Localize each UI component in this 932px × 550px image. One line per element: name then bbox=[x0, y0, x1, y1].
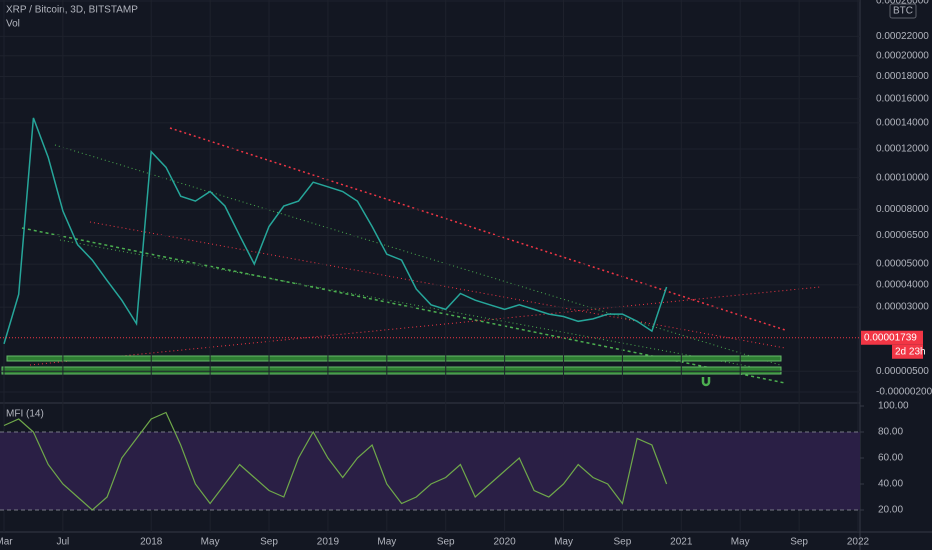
y-tick-label: 0.00016000 bbox=[876, 93, 929, 104]
mfi-tick-label: 80.00 bbox=[878, 427, 903, 438]
x-tick-label: May bbox=[377, 537, 396, 548]
y-tick-label: 0.00003000 bbox=[876, 302, 929, 313]
x-tick-label: Sep bbox=[260, 537, 278, 548]
x-tick-label: Sep bbox=[437, 537, 455, 548]
arrow-icon bbox=[701, 377, 711, 387]
indicator-label: MFI (14) bbox=[6, 409, 44, 420]
y-tick-label: 0.00008000 bbox=[876, 204, 929, 215]
y-tick-label: 0.00005000 bbox=[876, 259, 929, 270]
mfi-tick-label: 20.00 bbox=[878, 505, 903, 516]
y-tick-label: -0.00000200 bbox=[876, 387, 932, 398]
x-tick-label: Jul bbox=[56, 537, 69, 548]
last-price-label: 0.00001739 bbox=[864, 332, 917, 343]
x-tick-label: Mar bbox=[0, 537, 13, 548]
x-tick-label: May bbox=[554, 537, 573, 548]
y-tick-label: 0.00000500 bbox=[876, 366, 929, 377]
countdown-box bbox=[892, 344, 923, 359]
y-tick-label: 0.00006500 bbox=[876, 230, 929, 241]
trend-line bbox=[89, 221, 786, 349]
currency-button[interactable] bbox=[889, 3, 917, 19]
support-zone bbox=[1, 366, 782, 375]
y-tick-label: 0.00014000 bbox=[876, 117, 929, 128]
y-tick-label: 0.00020000 bbox=[876, 50, 929, 61]
x-tick-label: 2022 bbox=[847, 537, 870, 548]
price-line bbox=[3, 117, 668, 345]
mfi-band bbox=[0, 432, 860, 510]
x-tick-label: 2019 bbox=[317, 537, 340, 548]
x-tick-label: 2018 bbox=[140, 537, 163, 548]
y-tick-label: 0.00010000 bbox=[876, 172, 929, 183]
mfi-tick-label: 40.00 bbox=[878, 479, 903, 490]
y-tick-label: 0.00004000 bbox=[876, 279, 929, 290]
last-price-box bbox=[861, 330, 923, 345]
x-tick-label: Sep bbox=[614, 537, 632, 548]
currency-button-label[interactable]: BTC bbox=[893, 6, 913, 17]
x-tick-label: Sep bbox=[790, 537, 808, 548]
mfi-line bbox=[3, 411, 668, 511]
y-tick-label: 0.00026000 bbox=[876, 0, 929, 7]
y-tick-label: 0.00022000 bbox=[876, 31, 929, 42]
x-tick-label: May bbox=[731, 537, 750, 548]
trend-line bbox=[29, 286, 821, 366]
x-tick-label: May bbox=[201, 537, 220, 548]
y-tick-label: 0.00012000 bbox=[876, 144, 929, 155]
x-tick-label: 2020 bbox=[493, 537, 516, 548]
trend-lines bbox=[1, 127, 821, 387]
countdown-label: 2d 23h bbox=[895, 346, 926, 357]
y-tick-label: 0.00018000 bbox=[876, 71, 929, 82]
volume-label: Vol bbox=[6, 19, 20, 30]
support-zone bbox=[6, 355, 782, 362]
x-tick-label: 2021 bbox=[670, 537, 693, 548]
chart-title: XRP / Bitcoin, 3D, BITSTAMP bbox=[6, 5, 138, 16]
mfi-tick-label: 60.00 bbox=[878, 453, 903, 464]
mfi-tick-label: 100.00 bbox=[878, 401, 909, 412]
